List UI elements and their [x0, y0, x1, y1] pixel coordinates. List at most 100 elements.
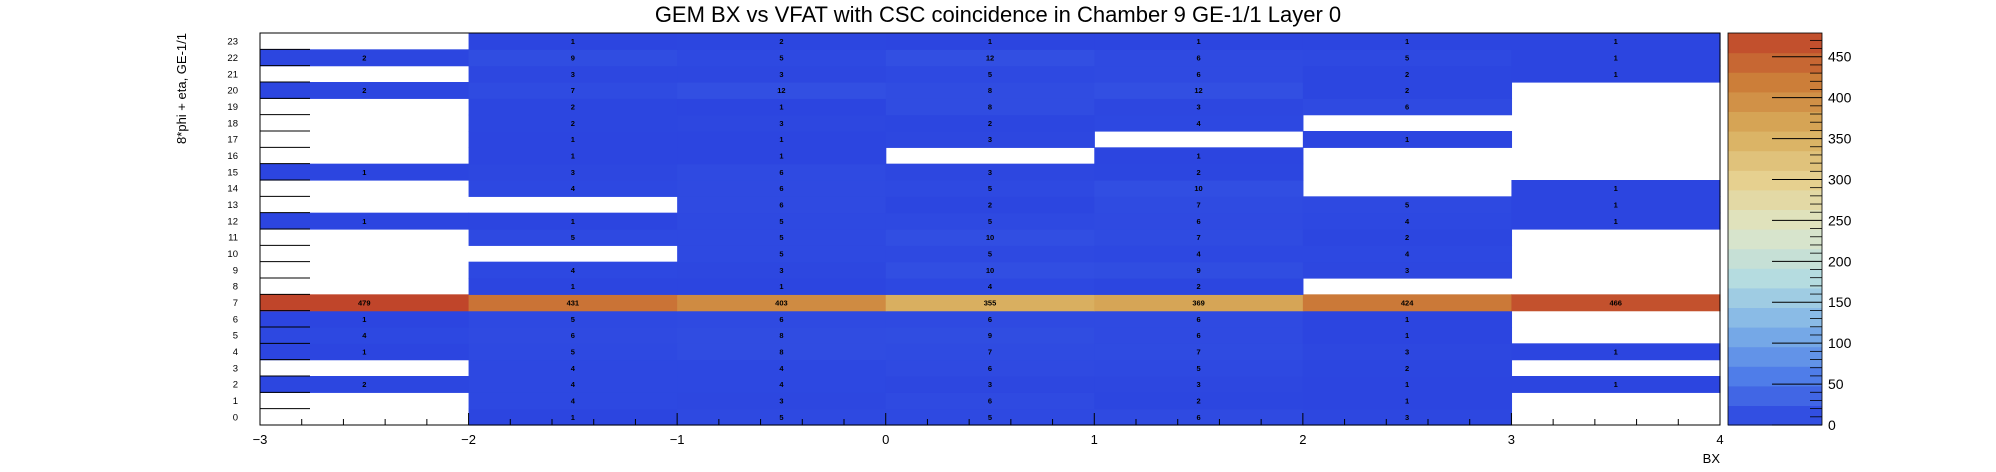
heatmap-cell	[468, 310, 678, 328]
cell-value-label: 6	[779, 184, 783, 193]
heatmap-cell	[468, 343, 678, 361]
heatmap-cell	[1302, 49, 1513, 67]
heatmap-cell	[1094, 98, 1304, 116]
heatmap-cell	[885, 131, 1095, 148]
heatmap-cell	[885, 343, 1095, 361]
heatmap-cell	[1302, 343, 1513, 361]
heatmap-cell	[885, 33, 1095, 50]
cell-value-label: 5	[779, 413, 783, 422]
cell-value-label: 1	[362, 315, 366, 324]
cell-value-label: 479	[358, 299, 371, 308]
cell-value-label: 5	[779, 54, 783, 63]
cell-value-label: 10	[986, 266, 994, 275]
cell-value-label: 4	[571, 364, 576, 373]
heatmap-cell	[1302, 131, 1513, 148]
cell-value-label: 1	[1614, 201, 1618, 210]
cell-value-label: 6	[1196, 217, 1200, 226]
cell-value-label: 8	[779, 331, 783, 340]
heatmap-cell	[1302, 33, 1513, 50]
cell-value-label: 6	[1196, 315, 1200, 324]
heatmap-cell	[468, 392, 678, 410]
heatmap-cell	[260, 310, 470, 328]
cell-value-label: 1	[1405, 380, 1409, 389]
cell-value-label: 3	[779, 397, 783, 406]
heatmap-cell	[468, 114, 678, 132]
cell-value-label: 6	[779, 315, 783, 324]
heatmap-cell	[885, 163, 1095, 181]
cell-value-label: 4	[1405, 250, 1410, 259]
cell-value-label: 1	[1614, 348, 1618, 357]
heatmap-cell	[1094, 261, 1304, 279]
heatmap-cell	[1302, 294, 1513, 312]
cell-value-label: 1	[571, 135, 575, 144]
heatmap-cell	[468, 359, 678, 377]
chart-title: GEM BX vs VFAT with CSC coincidence in C…	[654, 2, 1342, 27]
heatmap-cell	[885, 98, 1095, 116]
heatmap-cell	[677, 98, 887, 116]
heatmap-cell	[885, 245, 1095, 263]
heatmap-cell	[1511, 33, 1721, 50]
y-tick-label: 23	[227, 37, 238, 48]
cell-value-label: 1	[571, 282, 575, 291]
heatmap-cell	[468, 49, 678, 67]
cell-value-label: 3	[571, 168, 575, 177]
cell-value-label: 5	[988, 217, 992, 226]
cell-value-label: 1	[1405, 135, 1409, 144]
cell-value-label: 5	[1405, 54, 1409, 63]
palette-band	[1728, 131, 1822, 152]
x-tick-label: 4	[1716, 432, 1723, 447]
y-tick-label: 14	[227, 184, 238, 195]
heatmap-cell	[677, 343, 887, 361]
cell-value-label: 3	[1405, 266, 1409, 275]
cell-value-label: 2	[1196, 282, 1200, 291]
y-tick-label: 21	[227, 69, 238, 80]
heatmap-cell	[885, 65, 1095, 83]
cell-value-label: 5	[779, 217, 783, 226]
cell-value-label: 6	[988, 315, 992, 324]
cell-value-label: 5	[988, 413, 992, 422]
heatmap-cell	[1511, 65, 1721, 83]
cell-value-label: 6	[779, 168, 783, 177]
heatmap-cell	[885, 359, 1095, 377]
palette-tick-label: 250	[1828, 212, 1852, 228]
heatmap-cell	[885, 392, 1095, 410]
cell-value-label: 431	[567, 299, 580, 308]
heatmap-cell	[885, 376, 1095, 393]
heatmap-cell	[1302, 261, 1513, 279]
heatmap-cell	[1302, 392, 1513, 410]
y-tick-label: 20	[227, 86, 238, 97]
cell-value-label: 5	[571, 233, 575, 242]
heatmap-cell	[468, 278, 678, 295]
heatmap-cell	[677, 294, 887, 312]
heatmap-cell	[468, 33, 678, 50]
cell-value-label: 1	[571, 413, 575, 422]
palette-band	[1728, 72, 1822, 93]
cell-value-label: 1	[1405, 37, 1409, 46]
heatmap-cell	[1511, 376, 1721, 393]
heatmap-cell	[468, 131, 678, 148]
palette-tick-label: 0	[1828, 417, 1836, 433]
heatmap-cell	[1094, 33, 1304, 50]
cell-value-label: 4	[1196, 250, 1201, 259]
palette-band	[1728, 327, 1822, 348]
y-axis-title: 8*phi + eta, GE-1/1	[174, 33, 189, 144]
palette-tick-label: 300	[1828, 171, 1852, 187]
cell-value-label: 1	[1614, 217, 1618, 226]
y-tick-label: 18	[227, 118, 238, 129]
x-tick-label: −3	[253, 432, 268, 447]
cell-value-label: 6	[1196, 331, 1200, 340]
heatmap-cell	[1302, 229, 1513, 246]
cell-value-label: 8	[988, 86, 992, 95]
palette-band	[1728, 189, 1822, 210]
y-tick-label: 15	[227, 167, 238, 178]
palette-band	[1728, 366, 1822, 387]
cell-value-label: 1	[1614, 380, 1618, 389]
heatmap-cell	[885, 261, 1095, 279]
cell-value-label: 1	[1614, 54, 1618, 63]
heatmap-cell	[1094, 359, 1304, 377]
heatmap-cell	[1094, 65, 1304, 83]
cell-value-label: 1	[1614, 70, 1618, 79]
heatmap-cell	[1094, 49, 1304, 67]
cell-value-label: 1	[571, 152, 575, 161]
y-tick-label: 7	[233, 298, 238, 309]
